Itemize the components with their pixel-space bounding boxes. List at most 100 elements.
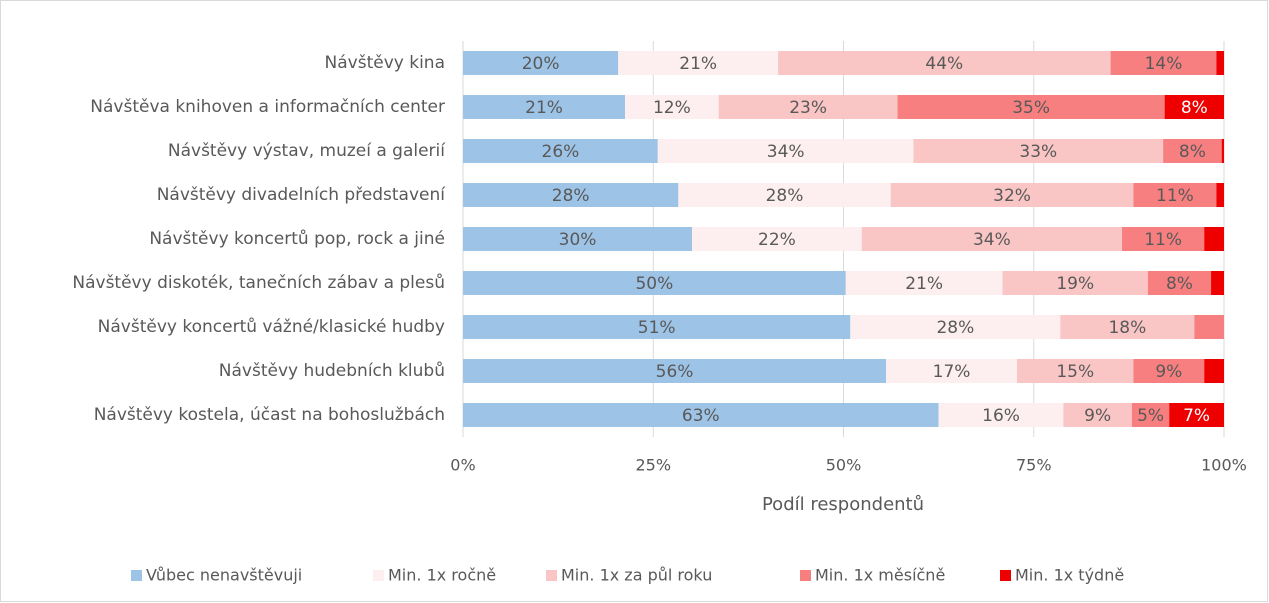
bar-segment xyxy=(657,139,914,163)
bar-segment xyxy=(678,183,891,207)
bar-segment xyxy=(463,403,939,427)
data-label: 21% xyxy=(679,54,717,74)
bar-segment xyxy=(1063,403,1132,427)
bar-segment xyxy=(1002,271,1148,295)
data-label: 18% xyxy=(1108,318,1146,338)
y-tick-label: Návštěvy koncertů vážné/klasické hudby xyxy=(98,317,445,337)
y-tick-label: Návštěvy kina xyxy=(325,53,445,73)
bar-segment xyxy=(625,95,719,119)
data-label: 21% xyxy=(525,98,563,118)
y-tick-label: Návštěvy divadelních představení xyxy=(157,185,447,205)
bar-segment xyxy=(1194,315,1224,339)
data-label: 11% xyxy=(1156,186,1194,206)
data-label: 19% xyxy=(1056,274,1094,294)
y-tick-label: Návštěvy koncertů pop, rock a jiné xyxy=(149,229,445,249)
data-label: 26% xyxy=(542,142,580,162)
x-tick-label: 0% xyxy=(450,456,475,475)
data-label: 15% xyxy=(1056,362,1094,382)
x-tick-label: 50% xyxy=(826,456,862,475)
legend-swatch xyxy=(546,570,557,581)
bar-segment xyxy=(463,227,693,251)
bar-segment xyxy=(1133,183,1217,207)
bar-segment xyxy=(861,227,1123,251)
legend-swatch xyxy=(800,570,811,581)
bar-segment xyxy=(692,227,862,251)
data-label: 51% xyxy=(638,318,676,338)
bar-segment xyxy=(897,95,1165,119)
bar-segment xyxy=(1221,139,1224,163)
data-label: 7% xyxy=(1183,406,1210,426)
y-tick-label: Návštěvy hudebních klubů xyxy=(219,361,445,381)
bar-segment xyxy=(1060,315,1195,339)
y-tick-label: Návštěva knihoven a informačních center xyxy=(90,97,445,117)
data-label: 16% xyxy=(982,406,1020,426)
bar-segment xyxy=(463,315,851,339)
data-label: 32% xyxy=(993,186,1031,206)
data-label: 30% xyxy=(559,230,597,250)
y-tick-label: Návštěvy kostela, účast na bohoslužbách xyxy=(94,405,445,425)
bar-segment xyxy=(1017,359,1134,383)
data-label: 56% xyxy=(656,362,694,382)
bar-segment xyxy=(778,51,1111,75)
data-label: 14% xyxy=(1145,54,1183,74)
data-label: 11% xyxy=(1144,230,1182,250)
bar-segment xyxy=(618,51,779,75)
data-label: 20% xyxy=(522,54,560,74)
legend-swatch xyxy=(373,570,384,581)
bar-segment xyxy=(1211,271,1224,295)
bar-segment xyxy=(1147,271,1212,295)
data-label: 17% xyxy=(933,362,971,382)
bar-segment xyxy=(1164,95,1224,119)
bar-segment xyxy=(463,359,887,383)
legend-swatch xyxy=(1000,570,1011,581)
legend-label: Min. 1x týdně xyxy=(1015,566,1124,585)
data-label: 63% xyxy=(682,406,720,426)
data-label: 34% xyxy=(973,230,1011,250)
data-label: 44% xyxy=(925,54,963,74)
data-label: 28% xyxy=(766,186,804,206)
data-label: 8% xyxy=(1179,142,1206,162)
bar-segment xyxy=(890,183,1134,207)
data-label: 34% xyxy=(767,142,805,162)
bar-segment xyxy=(1163,139,1222,163)
data-label: 8% xyxy=(1166,274,1193,294)
data-label: 21% xyxy=(905,274,943,294)
bar-segment xyxy=(1204,227,1224,251)
legend-label: Min. 1x ročně xyxy=(388,566,496,585)
data-label: 12% xyxy=(653,98,691,118)
bar-segment xyxy=(718,95,898,119)
bar-segment xyxy=(1216,51,1224,75)
legend-label: Min. 1x měsíčně xyxy=(815,566,945,585)
data-label: 9% xyxy=(1155,362,1182,382)
y-tick-label: Návštěvy výstav, muzeí a galerií xyxy=(168,141,446,161)
bar-segment xyxy=(463,183,679,207)
y-tick-label: Návštěvy diskoték, tanečních zábav a ple… xyxy=(72,273,445,293)
legend-label: Min. 1x za půl roku xyxy=(561,566,712,585)
bar-segment xyxy=(938,403,1064,427)
bar-segment xyxy=(1110,51,1217,75)
bar-segment xyxy=(886,359,1018,383)
data-label: 50% xyxy=(635,274,673,294)
legend-swatch xyxy=(131,570,142,581)
bar-segment xyxy=(463,271,846,295)
bar-segment xyxy=(845,271,1003,295)
bar-segment xyxy=(1169,403,1224,427)
bar-segment xyxy=(1133,359,1205,383)
bar-segment xyxy=(1204,359,1224,383)
x-axis-title: Podíl respondentů xyxy=(762,494,924,515)
data-label: 33% xyxy=(1019,142,1057,162)
data-label: 23% xyxy=(789,98,827,118)
data-label: 5% xyxy=(1137,406,1164,426)
bar-segment xyxy=(463,51,619,75)
data-label: 28% xyxy=(552,186,590,206)
data-label: 28% xyxy=(936,318,974,338)
bar-segment xyxy=(913,139,1164,163)
bar-segment xyxy=(1122,227,1205,251)
bar-segment xyxy=(1216,183,1224,207)
bar-segment xyxy=(850,315,1061,339)
bar-segment xyxy=(1131,403,1170,427)
data-label: 35% xyxy=(1012,98,1050,118)
x-tick-label: 75% xyxy=(1016,456,1052,475)
